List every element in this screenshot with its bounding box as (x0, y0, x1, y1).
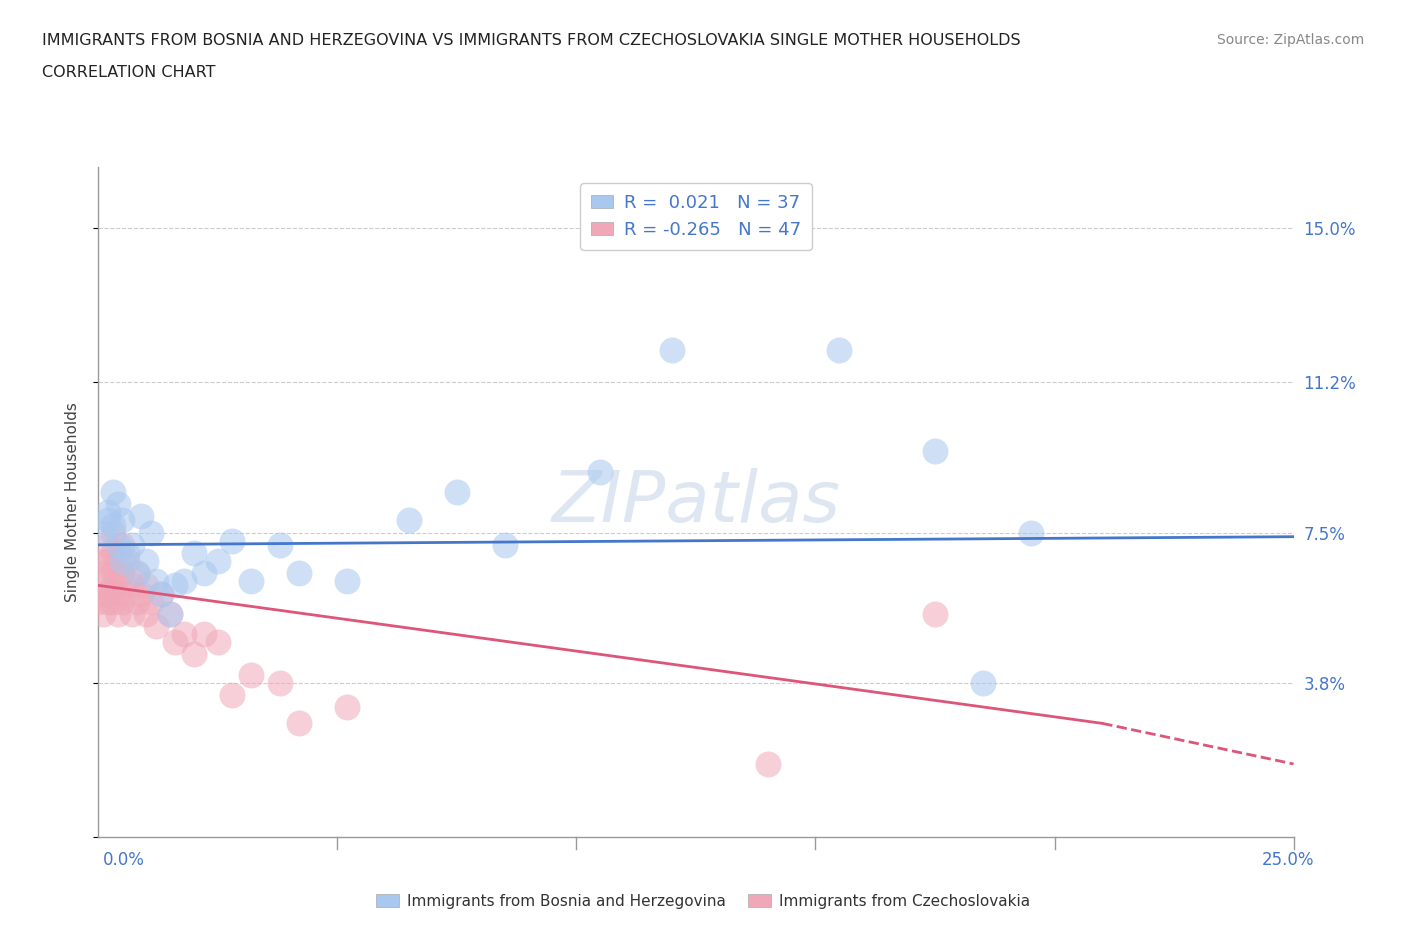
Point (159, 606, 181, 621)
Point (115, 553, 138, 568)
Point (173, 627, 195, 642)
Point (446, 485, 468, 499)
Point (207, 553, 229, 568)
Text: Source: ZipAtlas.com: Source: ZipAtlas.com (1216, 33, 1364, 46)
Point (97, 505, 120, 520)
Point (756, 756, 779, 771)
Point (91, 553, 114, 568)
Point (221, 533, 243, 548)
Point (107, 538, 129, 552)
Point (163, 578, 186, 592)
Point (828, 342, 851, 357)
Point (91, 525, 114, 540)
Point (97, 594, 120, 609)
Point (101, 594, 124, 609)
Point (336, 699, 359, 714)
Point (97, 586, 120, 601)
Point (107, 578, 129, 592)
Point (111, 594, 134, 609)
Legend: R =  0.021   N = 37, R = -0.265   N = 47: R = 0.021 N = 37, R = -0.265 N = 47 (581, 183, 811, 250)
Point (131, 586, 153, 601)
Point (221, 687, 243, 702)
Point (107, 553, 129, 568)
Point (101, 525, 124, 540)
Point (121, 538, 143, 552)
Point (145, 574, 167, 589)
Point (183, 647, 205, 662)
Point (101, 485, 124, 499)
Point (125, 594, 148, 609)
Point (131, 509, 153, 524)
Point (111, 538, 134, 552)
Text: CORRELATION CHART: CORRELATION CHART (42, 65, 215, 80)
Point (193, 627, 215, 642)
Point (183, 546, 205, 561)
Text: IMMIGRANTS FROM BOSNIA AND HERZEGOVINA VS IMMIGRANTS FROM CZECHOSLOVAKIA SINGLE : IMMIGRANTS FROM BOSNIA AND HERZEGOVINA V… (42, 33, 1021, 47)
Y-axis label: Single Mother Households: Single Mother Households (65, 403, 80, 602)
Point (87, 594, 110, 609)
Point (91, 578, 114, 592)
Point (121, 578, 143, 592)
Point (139, 525, 162, 540)
Text: 25.0%: 25.0% (1263, 851, 1315, 869)
Point (91, 606, 114, 621)
Point (111, 565, 134, 580)
Point (107, 497, 129, 512)
Point (494, 538, 516, 552)
Point (336, 574, 359, 589)
Point (97, 553, 120, 568)
Point (107, 606, 129, 621)
Point (924, 606, 946, 621)
Point (159, 606, 181, 621)
Point (111, 513, 134, 528)
Point (163, 635, 186, 650)
Point (121, 606, 143, 621)
Point (145, 618, 167, 633)
Point (115, 586, 138, 601)
Point (972, 675, 994, 690)
Point (398, 513, 420, 528)
Point (288, 716, 311, 731)
Point (1019, 525, 1042, 540)
Point (101, 565, 124, 580)
Legend: Immigrants from Bosnia and Herzegovina, Immigrants from Czechoslovakia: Immigrants from Bosnia and Herzegovina, … (370, 888, 1036, 915)
Text: 0.0%: 0.0% (103, 851, 145, 869)
Point (97, 513, 120, 528)
Point (240, 667, 263, 682)
Point (97, 538, 120, 552)
Point (589, 464, 612, 479)
Point (173, 574, 195, 589)
Point (135, 578, 157, 592)
Point (115, 546, 138, 561)
Point (269, 538, 291, 552)
Text: ZIPatlas: ZIPatlas (551, 468, 841, 537)
Point (125, 565, 148, 580)
Point (101, 546, 124, 561)
Point (125, 565, 148, 580)
Point (91, 565, 114, 580)
Point (135, 553, 157, 568)
Point (101, 578, 124, 592)
Point (111, 553, 134, 568)
Point (193, 565, 215, 580)
Point (135, 606, 157, 621)
Point (139, 594, 162, 609)
Point (207, 635, 229, 650)
Point (661, 342, 683, 357)
Point (87, 586, 110, 601)
Point (149, 586, 172, 601)
Point (101, 517, 124, 532)
Point (240, 574, 263, 589)
Point (288, 565, 311, 580)
Point (269, 675, 291, 690)
Point (107, 586, 129, 601)
Point (924, 444, 946, 458)
Point (149, 586, 172, 601)
